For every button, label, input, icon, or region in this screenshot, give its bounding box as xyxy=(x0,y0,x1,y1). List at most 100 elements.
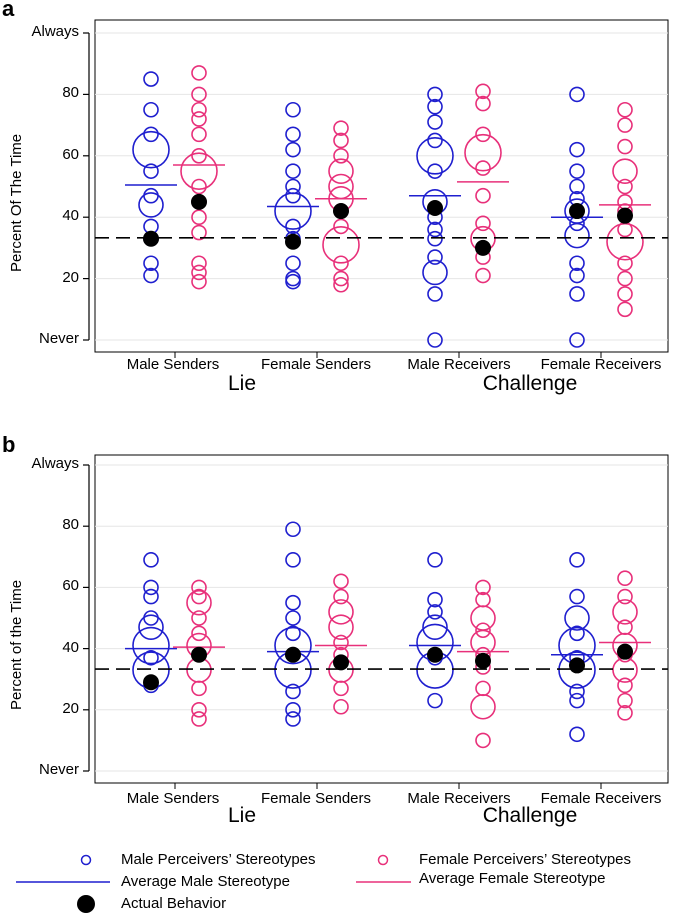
panel-b-female-stereotype-point xyxy=(328,614,354,640)
panel-b-male-stereotype-point xyxy=(285,552,301,568)
panel-b-male-stereotype-point xyxy=(569,625,585,642)
panel-b-female-stereotype-point xyxy=(191,625,207,642)
panel-b-male-stereotype-point xyxy=(143,579,159,596)
panel-a-female-stereotype-point xyxy=(191,178,207,195)
panel-a-female-stereotype-point xyxy=(617,101,633,118)
panel-a-male-stereotype-point xyxy=(427,132,443,149)
panel-a-female-stereotype-point xyxy=(475,126,491,143)
panel-a-female-stereotype-point xyxy=(191,101,207,118)
panel-a-category-label: Male Receivers xyxy=(407,356,511,373)
panel-b-female-stereotype-point xyxy=(191,610,207,626)
panel-a-female-stereotype-point xyxy=(191,148,207,164)
panel-a-y-tick-label: 60 xyxy=(62,145,79,163)
panel-a-female-stereotype-point xyxy=(191,209,207,225)
panel-b-female-stereotype-point xyxy=(470,629,496,656)
panel-b-female-stereotype-point xyxy=(617,570,633,587)
panel-a-category-label: Male Senders xyxy=(126,356,220,373)
legend-male-points-label: Male Perceivers’ Stereotypes xyxy=(121,851,316,868)
panel-a-male-stereotype-point xyxy=(143,267,159,284)
panel-a-male-stereotype-point xyxy=(285,218,301,235)
panel-a-female-stereotype-point xyxy=(617,270,633,287)
panel-a-male-stereotype-point xyxy=(143,163,159,179)
panel-a-female-stereotype-point xyxy=(191,273,207,290)
legend-female-points-marker xyxy=(377,854,389,866)
panel-a-y-tick-label: 40 xyxy=(62,207,79,225)
panel-b-male-stereotype-point xyxy=(569,552,585,568)
panel-a-female-stereotype-point xyxy=(617,117,633,133)
panel-a-y-tick-label: 80 xyxy=(62,84,79,102)
panel-a-male-stereotype-point xyxy=(285,101,301,118)
panel-b-female-stereotype-point xyxy=(333,680,349,697)
panel-b-actual-behavior-point xyxy=(475,652,491,669)
panel-a-female-stereotype-point xyxy=(617,178,633,195)
panel-a-male-stereotype-point xyxy=(274,192,312,230)
panel-b-y-tick-label: Always xyxy=(31,455,79,472)
panel-a-female-stereotype-point xyxy=(333,132,349,149)
panel-a-actual-behavior-point xyxy=(333,203,349,220)
panel-a-male-stereotype-point xyxy=(569,332,585,348)
panel-b-plot-frame xyxy=(94,454,669,784)
panel-b-y-tick-label: 60 xyxy=(62,577,79,595)
panel-b-category-label: Male Senders xyxy=(126,790,220,807)
panel-b-actual-behavior-point xyxy=(143,674,159,691)
panel-a-female-stereotype-point xyxy=(475,83,491,100)
panel-b-male-stereotype-point xyxy=(285,683,301,700)
panel-b-male-stereotype-point xyxy=(569,588,585,605)
panel-a-male-stereotype-point xyxy=(569,141,585,158)
panel-a-female-stereotype-point xyxy=(617,255,633,272)
panel-b-male-stereotype-point xyxy=(422,614,448,640)
panel-a-actual-behavior-point xyxy=(143,230,159,247)
panel-b-female-stereotype-point xyxy=(333,698,349,715)
panel-a-male-stereotype-point xyxy=(285,126,301,143)
panel-a-male-stereotype-point xyxy=(143,101,159,118)
panel-a-male-stereotype-point xyxy=(564,222,590,249)
panel-a-male-stereotype-point xyxy=(427,286,443,302)
panel-b-male-stereotype-point xyxy=(274,626,312,665)
panel-a-female-stereotype-point xyxy=(617,301,633,318)
panel-b-female-stereotype-point xyxy=(617,705,633,721)
panel-a-male-stereotype-point xyxy=(569,163,585,179)
panel-b-male-stereotype-point xyxy=(138,614,164,640)
panel-b-male-stereotype-point xyxy=(143,610,159,626)
panel-b-female-stereotype-point xyxy=(191,680,207,697)
panel-b-female-stereotype-point xyxy=(617,588,633,605)
panel-b-y-tick-label: 80 xyxy=(62,516,79,534)
panel-a-female-stereotype-point xyxy=(612,158,638,184)
panel-a-female-stereotype-point xyxy=(333,218,349,235)
panel-b-male-stereotype-point xyxy=(285,701,301,718)
panel-a-female-stereotype-point xyxy=(475,215,491,232)
panel-a-male-stereotype-point xyxy=(285,187,301,204)
panel-a-male-stereotype-point xyxy=(569,178,585,195)
panel-b-female-stereotype-point xyxy=(333,588,349,605)
panel-b-female-stereotype-point xyxy=(333,634,349,651)
legend-female-points-label: Female Perceivers’ Stereotypes xyxy=(419,851,632,868)
panel-b-actual-behavior-point xyxy=(569,657,585,674)
panel-b-female-stereotype-point xyxy=(475,732,491,749)
panel-a-male-stereotype-point xyxy=(427,221,443,238)
panel-b-male-stereotype-point xyxy=(558,651,596,689)
panel-b-male-stereotype-point xyxy=(143,552,159,568)
panel-a-female-stereotype-point xyxy=(191,65,207,81)
panel-a-male-stereotype-point xyxy=(569,86,585,103)
panel-b-male-stereotype-point xyxy=(569,692,585,709)
panel-a-actual-behavior-point xyxy=(191,193,207,210)
panel-b-male-stereotype-point xyxy=(132,626,170,665)
panel-a-male-stereotype-point xyxy=(143,255,159,272)
panel-a-actual-behavior-point xyxy=(475,239,491,256)
panel-b-category-label: Female Receivers xyxy=(540,790,662,807)
panel-a-male-stereotype-point xyxy=(416,137,454,175)
panel-a-male-stereotype-point xyxy=(427,98,443,115)
panel-b-female-stereotype-point xyxy=(617,692,633,709)
panel-b-actual-behavior-point xyxy=(427,646,443,663)
panel-b-actual-behavior-point xyxy=(285,646,301,663)
panel-a-male-stereotype-point xyxy=(427,230,443,247)
panel-a-y-tick-label: 20 xyxy=(62,268,79,286)
panel-b-female-stereotype-point xyxy=(333,573,349,590)
panel-a-male-stereotype-point xyxy=(285,163,301,179)
panel-b-female-stereotype-point xyxy=(475,680,491,697)
panel-b-female-stereotype-point xyxy=(475,622,491,639)
panel-b-male-stereotype-point xyxy=(569,683,585,700)
panel-b-female-stereotype-point xyxy=(612,599,638,625)
panel-a-female-stereotype-point xyxy=(333,270,349,287)
